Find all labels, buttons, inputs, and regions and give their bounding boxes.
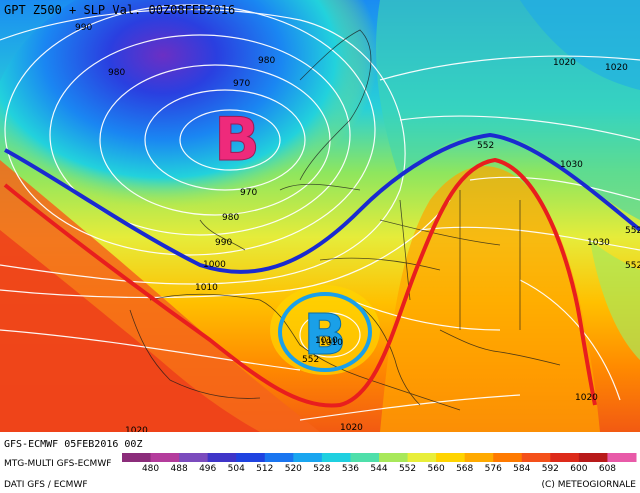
- legend-swatch: [293, 453, 323, 462]
- legend-tick-label: 552: [399, 464, 416, 474]
- legend-tick-label: 536: [342, 464, 359, 474]
- isobar-label: 1020: [605, 63, 628, 73]
- trough-line: [4, 132, 640, 274]
- footer-background: [0, 432, 640, 493]
- model-label: MTG-MULTI GFS-ECMWF: [4, 459, 111, 469]
- legend-swatch: [550, 453, 580, 462]
- isobar-label: 1030: [560, 160, 583, 170]
- isobar-label: 1010: [195, 283, 218, 293]
- legend-tick-label: 560: [428, 464, 445, 474]
- isobar-label: 1010: [315, 336, 338, 346]
- legend-swatch: [379, 453, 409, 462]
- isobar-label: 980: [108, 68, 125, 78]
- legend-tick-label: 600: [570, 464, 587, 474]
- isobar-label: 970: [240, 188, 257, 198]
- geopotential-field: [0, 0, 640, 432]
- low-center-med-ring: [278, 292, 372, 372]
- legend-swatch: [264, 453, 294, 462]
- legend-swatch: [464, 453, 494, 462]
- isobar-label: 552: [302, 355, 319, 365]
- isobar-label: 1020: [575, 393, 598, 403]
- copyright-label: (C) METEOGIORNALE: [542, 480, 637, 490]
- legend-swatch: [321, 453, 351, 462]
- legend-tick-label: 520: [285, 464, 302, 474]
- legend-tick-label: 608: [599, 464, 616, 474]
- pressure-labels: 990 980 980 970 970 980 990 1000 1010 10…: [75, 23, 640, 436]
- legend-swatch: [407, 453, 437, 462]
- isobar-label: 1020: [125, 426, 148, 436]
- legend-swatch: [122, 453, 152, 462]
- legend-swatch: [207, 453, 237, 462]
- isobar-label: 1020: [340, 423, 363, 433]
- isobars: [0, 4, 640, 421]
- coastlines: [129, 29, 561, 411]
- legend-tick-label: 512: [256, 464, 273, 474]
- legend-swatch: [150, 453, 180, 462]
- legend-tick-label: 480: [142, 464, 159, 474]
- isobar-label: 1010: [320, 338, 343, 348]
- legend-tick-label: 496: [199, 464, 216, 474]
- isobar-label: 1000: [203, 260, 226, 270]
- isobar-label: 990: [75, 23, 92, 33]
- ridge-line: [3, 157, 597, 408]
- run-label: GFS-ECMWF 05FEB2016 00Z: [4, 439, 142, 450]
- legend-swatch: [179, 453, 209, 462]
- isobar-label: 980: [222, 213, 239, 223]
- isobar-label: 1030: [587, 238, 610, 248]
- legend-tick-label: 544: [370, 464, 387, 474]
- legend-tick-label: 488: [171, 464, 188, 474]
- legend-tick-label: 584: [513, 464, 530, 474]
- legend-swatch: [493, 453, 523, 462]
- isobar-label: 970: [233, 79, 250, 89]
- isobar-label: 552: [477, 141, 494, 151]
- legend-swatch: [521, 453, 551, 462]
- low-center-med-marker: B: [304, 303, 347, 368]
- data-source-label: DATI GFS / ECMWF: [4, 480, 88, 490]
- legend-swatch: [436, 453, 466, 462]
- isobar-label: 990: [215, 238, 232, 248]
- isobar-label: 1020: [553, 58, 576, 68]
- legend-tick-label: 504: [228, 464, 245, 474]
- isobar-label: 552: [625, 226, 640, 236]
- isobar-label: 552: [625, 261, 640, 271]
- legend-tick-label: 576: [485, 464, 502, 474]
- legend-swatch: [350, 453, 380, 462]
- map-title: GPT Z500 + SLP Val. 00Z08FEB2016: [4, 3, 235, 17]
- legend-tick-label: 528: [313, 464, 330, 474]
- isobar-label: 980: [258, 56, 275, 66]
- legend-swatch: [578, 453, 608, 462]
- legend-swatch: [236, 453, 266, 462]
- legend-tick-label: 568: [456, 464, 473, 474]
- legend-tick-label: 592: [542, 464, 559, 474]
- low-center-north-marker: B: [214, 105, 260, 175]
- color-legend: 480 488 496 504 512 520 528 536 544 552 560 568 576 5…: [122, 453, 637, 474]
- legend-swatch: [607, 453, 637, 462]
